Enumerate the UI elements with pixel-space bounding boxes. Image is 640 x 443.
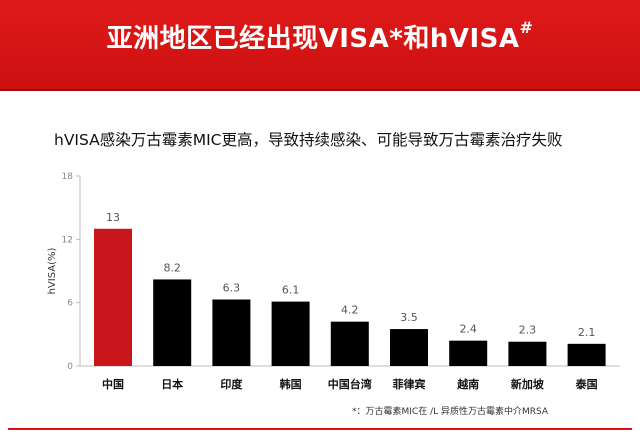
chart-subtitle: hVISA感染万古霉素MIC更高，导致持续感染、可能导致万古霉素治疗失败 <box>54 131 563 149</box>
bar <box>330 321 369 366</box>
bar-value-label: 6.3 <box>223 282 241 295</box>
category-label: 韩国 <box>280 377 302 391</box>
bar <box>567 343 606 366</box>
bar-value-label: 2.1 <box>578 326 596 339</box>
category-label: 越南 <box>456 377 479 391</box>
category-label: 印度 <box>220 377 243 391</box>
y-axis-label: hVISA(%) <box>47 248 58 295</box>
bar-value-label: 6.1 <box>282 284 300 297</box>
bar <box>508 341 547 366</box>
y-tick-label: 18 <box>62 172 74 182</box>
category-label: 中国台湾 <box>328 377 372 391</box>
bar <box>94 228 132 366</box>
category-label: 新加坡 <box>511 377 545 391</box>
bar <box>271 301 310 366</box>
slide-title: 亚洲地区已经出现VISA*和hVISA# <box>0 18 640 55</box>
bar-value-label: 2.4 <box>459 323 477 336</box>
banner-bottom-edge <box>0 89 640 91</box>
y-tick-label: 12 <box>62 235 73 245</box>
bars: 13 中国 8.2 日本 6.3 印度 6.1 韩国 4.2 中国台湾 3.5 菲律宾 2.4 越南 2.3… <box>94 211 606 391</box>
category-label: 菲律宾 <box>393 377 426 391</box>
bar-value-label: 13 <box>106 211 120 224</box>
bar-value-label: 4.2 <box>341 304 359 317</box>
title-mark: # <box>519 18 534 38</box>
category-label: 中国 <box>102 377 124 391</box>
slide-title-text: 亚洲地区已经出现VISA*和hVISA <box>106 24 520 54</box>
bar <box>449 340 488 366</box>
bottom-rule <box>8 428 632 430</box>
bar-value-label: 8.2 <box>163 261 181 274</box>
bar <box>212 299 251 366</box>
bar-value-label: 2.3 <box>519 324 537 337</box>
bar <box>153 279 192 366</box>
footnote: *：万古霉素MIC在 /L 异质性万古霉素中介MRSA <box>352 407 549 417</box>
title-banner: 亚洲地区已经出现VISA*和hVISA# <box>0 0 640 91</box>
category-label: 泰国 <box>575 377 598 391</box>
y-tick-label: 0 <box>67 362 73 372</box>
bar <box>390 329 428 366</box>
category-label: 日本 <box>161 377 183 391</box>
bar-value-label: 3.5 <box>400 311 418 324</box>
y-tick-label: 6 <box>67 299 73 309</box>
